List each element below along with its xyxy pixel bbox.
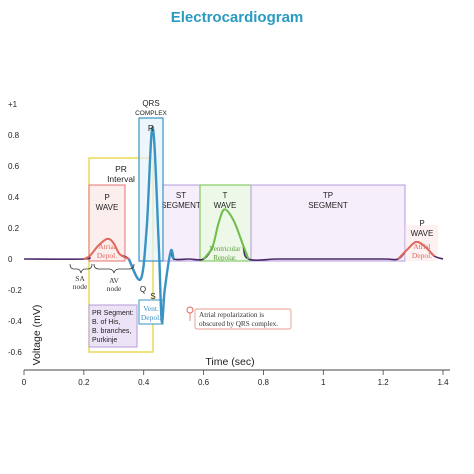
pr-segment-label-3: B. branches,: [92, 328, 131, 335]
sa-node-label-2: node: [73, 282, 88, 291]
x-tick-label: 1.4: [437, 378, 449, 387]
p-wave-2-trace: [397, 240, 435, 260]
x-tick-label: 0.2: [78, 378, 90, 387]
atrial-note-line-1: Atrial repolarization is: [199, 311, 264, 319]
st-segment-label-2: SEGMENT: [161, 201, 201, 210]
pr-segment-label-4: Purkinje: [92, 337, 117, 344]
atrial-depol-2-label-2: Depol.: [412, 251, 432, 260]
y-axis-label: Voltage (mV): [31, 305, 43, 366]
x-tick-label: 0.4: [138, 378, 150, 387]
x-tick-label: 0.6: [198, 378, 210, 387]
y-tick-label: 0.4: [8, 193, 20, 202]
x-tick-label: 1.2: [378, 378, 390, 387]
t-wave-trace: [202, 208, 250, 260]
y-tick-label: +1: [8, 100, 18, 109]
q-label: Q: [140, 285, 146, 294]
t-wave-label-1: T: [223, 191, 228, 200]
qrs-label-1: QRS: [142, 99, 159, 108]
y-tick-label: 0.6: [8, 162, 20, 171]
vent-depol-box: [138, 299, 164, 325]
y-tick-label: -0.4: [8, 317, 22, 326]
r-label: R: [148, 123, 154, 133]
y-ticks: +1 0.8 0.6 0.4 0.2 0 -0.2 -0.4 -0.6: [8, 100, 22, 357]
x-tick-label: 1: [321, 378, 326, 387]
vent-depol-label-2: Depol.: [141, 313, 161, 322]
sa-node-label-1: SA: [75, 274, 85, 283]
sa-node-brace: [69, 263, 93, 274]
ventricular-repolar-label-2: Repolar.: [213, 254, 237, 262]
pr-interval-label-1: PR: [115, 164, 127, 174]
p-wave-trace: [83, 237, 130, 260]
pr-segment-box: [88, 304, 138, 348]
x-tick-label: 0: [22, 378, 27, 387]
atrial-depol-label-2: Depol.: [97, 251, 117, 260]
atrial-depol-2-label-1: Atrial: [413, 242, 431, 251]
qrs-label-2: COMPLEX: [135, 110, 167, 117]
t-wave-box: [199, 184, 252, 262]
p-wave-2-label-1: P: [419, 219, 424, 228]
pr-interval-label-2: Interval: [107, 174, 135, 184]
x-ticks: 0 0.2 0.4 0.6 0.8 1 1.2 1.4: [22, 370, 449, 387]
p-wave-2-label-2: WAVE: [411, 229, 434, 238]
av-node-brace: [93, 263, 135, 274]
ventricular-repolar-label-1: Ventricular: [209, 245, 241, 253]
note-marker-icon: [186, 306, 194, 314]
tp-segment-box: [250, 184, 406, 262]
vent-depol-label-1: Vent.: [143, 304, 159, 313]
y-tick-label: 0: [8, 255, 13, 264]
st-segment-box: [162, 184, 201, 262]
atrial-note-line-2: obscured by QRS complex.: [199, 320, 278, 328]
p-wave-label-1: P: [104, 193, 109, 202]
y-tick-label: 0.2: [8, 224, 20, 233]
tp-segment-label-2: SEGMENT: [308, 201, 348, 210]
st-segment-label-1: ST: [176, 191, 186, 200]
tp-segment-label-1: TP: [323, 191, 333, 200]
x-axis-label: Time (sec): [205, 356, 254, 368]
av-node-label-2: node: [107, 284, 122, 293]
t-wave-label-2: WAVE: [214, 201, 237, 210]
x-tick-label: 0.8: [258, 378, 270, 387]
pr-segment-label-2: B. of His,: [92, 319, 120, 326]
pr-segment-label-1: PR Segment:: [92, 310, 134, 317]
chart-title: Electrocardiogram: [170, 9, 304, 26]
y-tick-label: -0.2: [8, 286, 22, 295]
y-tick-label: 0.8: [8, 131, 20, 140]
atrial-depol-label-1: Atrial: [98, 242, 116, 251]
p-wave-label-2: WAVE: [96, 203, 119, 212]
qrs-trace: [127, 126, 175, 324]
av-node-label-1: AV: [109, 276, 119, 285]
atrial-note-box: [194, 308, 292, 330]
y-tick-label: -0.6: [8, 348, 22, 357]
s-label: S: [150, 292, 155, 301]
